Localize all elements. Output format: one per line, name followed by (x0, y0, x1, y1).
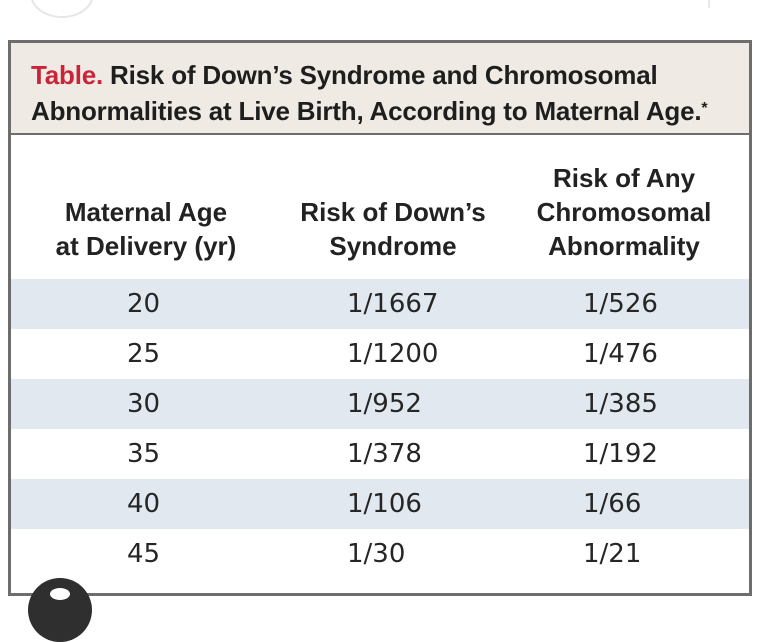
chromosomal-risk-cell: 1/526 (583, 289, 658, 319)
caption-prefix: Table. (31, 60, 104, 90)
maternal-age-cell: 25 (127, 339, 161, 369)
badge-glyph-icon (50, 588, 70, 600)
floating-action-button[interactable] (28, 578, 92, 642)
caption-title: Risk of Down’s Syndrome and Chromosomal … (31, 60, 702, 126)
table-row: 45 1/30 1/21 (11, 529, 749, 579)
down-syndrome-risk-cell: 1/30 (347, 539, 406, 569)
caption-footnote-marker: * (701, 100, 708, 117)
down-syndrome-risk-cell: 1/952 (347, 389, 422, 419)
maternal-age-cell: 35 (127, 439, 161, 469)
table-row: 40 1/106 1/66 (11, 479, 749, 529)
down-syndrome-risk-cell: 1/378 (347, 439, 422, 469)
chromosomal-risk-cell: 1/476 (583, 339, 658, 369)
partial-circle-button (30, 0, 94, 18)
maternal-age-cell: 40 (127, 489, 161, 519)
maternal-age-cell: 20 (127, 289, 161, 319)
data-table: Table. Risk of Down’s Syndrome and Chrom… (8, 40, 752, 596)
column-header-down-syndrome-risk: Risk of Down’s Syndrome (300, 197, 486, 261)
chromosomal-risk-cell: 1/66 (583, 489, 642, 519)
table-caption: Table. Risk of Down’s Syndrome and Chrom… (11, 43, 749, 135)
maternal-age-cell: 45 (127, 539, 161, 569)
chromosomal-risk-cell: 1/385 (583, 389, 658, 419)
down-syndrome-risk-cell: 1/1667 (347, 289, 439, 319)
chromosomal-risk-cell: 1/192 (583, 439, 658, 469)
maternal-age-cell: 30 (127, 389, 161, 419)
column-header-maternal-age: Maternal Age at Delivery (yr) (55, 197, 237, 261)
down-syndrome-risk-cell: 1/106 (347, 489, 422, 519)
column-header-chromosomal-risk: Risk of Any Chromosomal Abnormality (536, 163, 712, 261)
table-row: 20 1/1667 1/526 (11, 279, 749, 329)
down-syndrome-risk-cell: 1/1200 (347, 339, 439, 369)
chromosomal-risk-cell: 1/21 (583, 539, 642, 569)
partial-ui-mark (700, 0, 710, 8)
table-header: Maternal Age at Delivery (yr) Risk of Do… (11, 135, 749, 279)
table-row: 35 1/378 1/192 (11, 429, 749, 479)
table-row: 25 1/1200 1/476 (11, 329, 749, 379)
table-row: 30 1/952 1/385 (11, 379, 749, 429)
